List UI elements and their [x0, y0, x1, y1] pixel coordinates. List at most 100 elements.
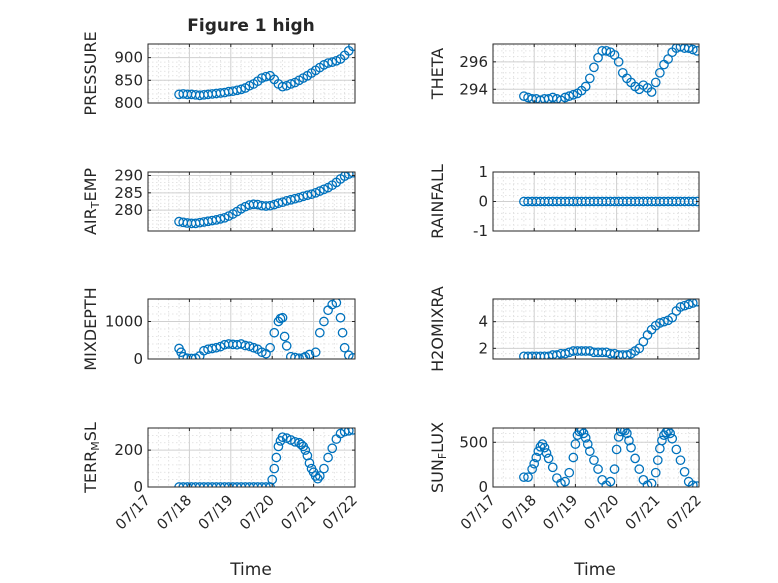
data-point: [331, 434, 342, 444]
data-point: [547, 92, 558, 103]
data-point: [692, 196, 699, 207]
data-point: [611, 444, 622, 455]
data-point: [294, 353, 304, 359]
data-point: [593, 52, 603, 63]
series-markers: [174, 299, 355, 359]
data-point: [281, 341, 292, 351]
data-point: [609, 464, 620, 474]
data-point: [256, 347, 267, 358]
data-point: [622, 428, 632, 439]
data-point: [314, 471, 325, 481]
data-point: [290, 436, 300, 447]
y-axis-label: SUNFLUX: [428, 422, 449, 493]
data-point: [582, 439, 593, 449]
axes-box: [147, 171, 356, 232]
data-point: [634, 464, 645, 474]
axes-box: [492, 427, 700, 488]
x-tick-label: 07/17: [458, 493, 499, 534]
data-point: [580, 432, 591, 443]
axes-box: [147, 298, 356, 360]
data-point: [319, 463, 329, 474]
data-point: [310, 347, 321, 358]
y-tick-label: 500: [459, 433, 488, 451]
data-point: [659, 316, 669, 327]
series-markers: [174, 428, 355, 487]
data-point: [531, 452, 542, 463]
data-point: [236, 84, 246, 95]
data-point: [663, 54, 673, 64]
data-point: [277, 432, 288, 443]
series-markers: [174, 172, 355, 229]
y-axis-label: AIRTEMP: [81, 168, 102, 235]
data-point: [261, 71, 271, 82]
x-tick-label: 07/18: [499, 493, 540, 534]
x-tick-label: 07/22: [664, 493, 705, 534]
series-markers: [519, 428, 699, 487]
y-axis-label: TERRMSL: [81, 422, 102, 494]
data-point: [560, 476, 570, 487]
data-point: [687, 480, 698, 487]
data-point: [570, 439, 581, 449]
data-point: [306, 189, 317, 200]
x-axis-label-left: Time: [229, 560, 272, 580]
data-point: [539, 442, 550, 453]
data-point: [630, 453, 640, 464]
y-axis-label: MIXDEPTH: [81, 287, 100, 370]
x-tick-label: 07/18: [154, 493, 195, 534]
data-point: [547, 462, 558, 473]
data-point: [576, 428, 587, 436]
data-point: [589, 455, 599, 466]
data-point: [535, 441, 546, 452]
data-point: [269, 463, 280, 474]
y-tick-label: 800: [114, 94, 143, 112]
data-point: [244, 341, 255, 352]
axes-box: [147, 427, 356, 488]
data-point: [267, 474, 278, 485]
x-tick-label: 07/21: [623, 493, 664, 534]
data-point: [285, 79, 296, 89]
data-point: [626, 442, 636, 453]
data-point: [310, 471, 321, 481]
data-point: [319, 316, 329, 327]
data-point: [580, 81, 591, 92]
data-point: [277, 312, 288, 323]
data-point: [269, 327, 280, 338]
subplot-rainfall: -1 0 1 RAINFALL: [428, 163, 700, 240]
y-tick-label: 850: [114, 71, 143, 89]
x-tick-label: 07/19: [540, 493, 581, 534]
data-point: [529, 458, 540, 469]
data-point: [527, 464, 537, 474]
axes-box: [492, 43, 700, 104]
data-point: [327, 443, 338, 454]
y-axis-label: RAINFALL: [428, 164, 447, 239]
data-point: [687, 299, 698, 308]
data-point: [613, 432, 624, 442]
data-point: [624, 435, 634, 446]
axes-box: [492, 298, 700, 360]
y-tick-label: 200: [114, 441, 143, 459]
data-point: [343, 350, 354, 359]
data-point: [348, 353, 355, 359]
data-point: [665, 428, 676, 439]
data-point: [335, 312, 346, 323]
y-tick-label: 4: [478, 313, 488, 331]
x-axis-label-right: Time: [573, 560, 616, 580]
subplot-pressure: 800 850 900 PRESSURE: [81, 31, 356, 116]
data-point: [304, 458, 315, 468]
data-point: [265, 342, 275, 353]
data-point: [568, 452, 579, 463]
data-point: [248, 342, 259, 353]
data-point: [646, 478, 657, 487]
y-tick-label: 0: [133, 350, 143, 368]
data-point: [646, 87, 657, 97]
data-point: [519, 472, 529, 483]
data-point: [655, 67, 665, 78]
x-tick-label: 07/19: [196, 493, 237, 534]
data-point: [300, 445, 311, 455]
axes-box: [147, 43, 356, 104]
data-point: [650, 77, 661, 88]
series-markers: [174, 44, 355, 101]
data-point: [667, 433, 678, 444]
data-point: [663, 428, 673, 436]
subplot-terr-msl: 0 200 TERRMSL 07/17 07/18 07/19 07/20 07/21 07/2…: [81, 422, 361, 533]
